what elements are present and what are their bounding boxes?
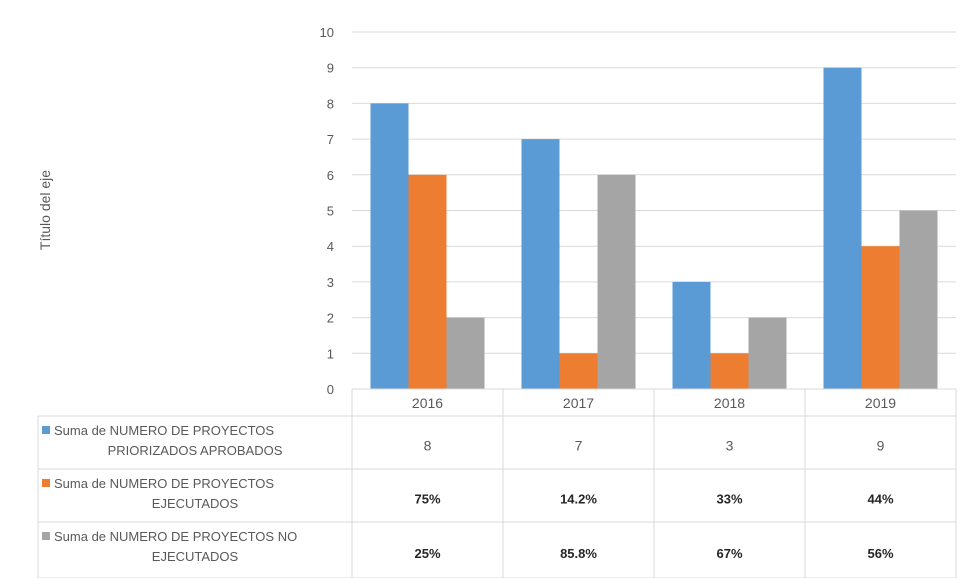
category-label: 2019 bbox=[865, 395, 896, 411]
table-cell: 85.8% bbox=[560, 546, 597, 561]
legend-label: Suma de NUMERO DE PROYECTOS bbox=[54, 423, 274, 438]
legend-label: EJECUTADOS bbox=[152, 496, 239, 511]
bars bbox=[370, 67, 938, 390]
bar-2017-series-1 bbox=[521, 139, 560, 389]
table-cell: 7 bbox=[575, 438, 583, 454]
category-label: 2017 bbox=[563, 395, 594, 411]
y-tick-label: 1 bbox=[327, 346, 334, 361]
bar-2018-series-1 bbox=[672, 281, 711, 389]
table-cell: 3 bbox=[726, 438, 734, 454]
legend-swatch bbox=[42, 479, 50, 487]
legend-swatch bbox=[42, 532, 50, 540]
y-tick-label: 5 bbox=[327, 204, 334, 219]
table-cell: 67% bbox=[716, 546, 742, 561]
legend-label: PRIORIZADOS APROBADOS bbox=[108, 443, 283, 458]
table-cell: 9 bbox=[877, 438, 885, 454]
bar-2017-series-2 bbox=[559, 353, 598, 389]
legend-label: Suma de NUMERO DE PROYECTOS NO bbox=[54, 529, 297, 544]
table-cell: 33% bbox=[716, 492, 742, 507]
legend-label: Suma de NUMERO DE PROYECTOS bbox=[54, 476, 274, 491]
table-cell: 14.2% bbox=[560, 492, 597, 507]
table-cell: 56% bbox=[867, 546, 893, 561]
y-tick-label: 3 bbox=[327, 275, 334, 290]
y-tick-label: 6 bbox=[327, 168, 334, 183]
table-cell: 25% bbox=[414, 546, 440, 561]
y-tick-label: 0 bbox=[327, 382, 334, 397]
y-tick-label: 8 bbox=[327, 96, 334, 111]
bar-2019-series-1 bbox=[823, 67, 862, 389]
y-axis-ticks: 0 1 2 3 4 5 6 7 8 9 10 bbox=[320, 25, 334, 397]
table-cell: 75% bbox=[414, 492, 440, 507]
bar-2017-series-3 bbox=[597, 174, 636, 389]
category-label: 2016 bbox=[412, 395, 443, 411]
category-label: 2018 bbox=[714, 395, 745, 411]
bar-2018-series-3 bbox=[748, 317, 787, 389]
bar-2019-series-3 bbox=[899, 210, 938, 389]
bar-2016-series-1 bbox=[370, 103, 409, 390]
y-tick-label: 2 bbox=[327, 311, 334, 326]
y-axis-title: Título del eje bbox=[37, 170, 53, 250]
bar-2016-series-3 bbox=[446, 317, 485, 389]
bar-2018-series-2 bbox=[710, 353, 749, 389]
data-table: 2016 2017 2018 2019 Suma de NUMERO DE PROYEC… bbox=[37, 388, 957, 578]
bar-2016-series-2 bbox=[408, 174, 447, 389]
legend-swatch bbox=[42, 426, 50, 434]
y-tick-label: 10 bbox=[320, 25, 334, 40]
y-tick-label: 4 bbox=[327, 239, 334, 254]
y-tick-label: 7 bbox=[327, 132, 334, 147]
legend-label: EJECUTADOS bbox=[152, 549, 239, 564]
table-cell: 8 bbox=[424, 438, 432, 454]
bar-2019-series-2 bbox=[861, 246, 900, 389]
y-tick-label: 9 bbox=[327, 61, 334, 76]
table-cell: 44% bbox=[867, 492, 893, 507]
